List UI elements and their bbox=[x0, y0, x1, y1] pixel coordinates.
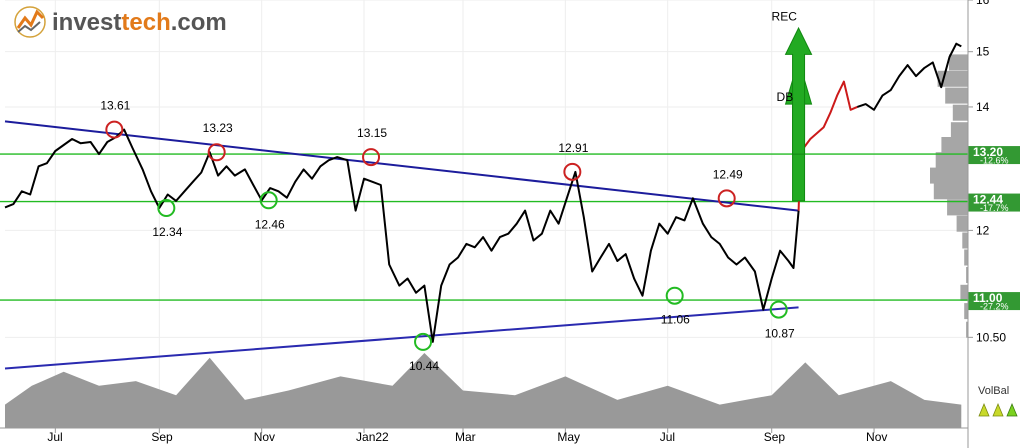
logo-text-suffix: .com bbox=[171, 9, 227, 36]
trough-label: 12.34 bbox=[152, 225, 182, 239]
peak-label: 13.61 bbox=[100, 99, 130, 113]
x-tick-label: Jul bbox=[47, 430, 62, 444]
y-tick-label: 10.50 bbox=[976, 330, 1006, 344]
level-box bbox=[968, 193, 1020, 212]
volume-profile-bar bbox=[966, 267, 968, 283]
peak-circle bbox=[362, 148, 381, 167]
x-tick-label: May bbox=[557, 430, 580, 444]
peak-label: 13.23 bbox=[203, 121, 233, 135]
level-value-label: 12.44 bbox=[973, 193, 1003, 207]
x-tick-label: Mar bbox=[455, 430, 476, 444]
peak-label: 13.15 bbox=[357, 126, 387, 140]
target-arrows: REC DB bbox=[772, 9, 813, 202]
volume-profile-bar bbox=[945, 87, 968, 104]
logo[interactable]: investtech.com bbox=[14, 6, 227, 38]
peak-circle bbox=[207, 143, 226, 162]
y-tick-label: 15 bbox=[976, 45, 990, 59]
x-tick-label: Jul bbox=[660, 430, 675, 444]
level-percent-label: -12.6% bbox=[980, 156, 1009, 166]
volume-profile-bar bbox=[933, 183, 968, 200]
logo-text-accent: tech bbox=[121, 9, 170, 36]
svg-text:investtech.com: investtech.com bbox=[52, 9, 227, 36]
peak-label: 12.49 bbox=[713, 167, 743, 181]
volume-label: VolBal bbox=[978, 385, 1009, 397]
trough-circle bbox=[157, 199, 176, 218]
volume-profile-bar bbox=[935, 152, 968, 169]
y-tick-label: 14 bbox=[976, 100, 990, 114]
x-tick-label: Sep bbox=[764, 430, 786, 444]
level-percent-label: -27.2% bbox=[980, 302, 1009, 312]
trough-label: 12.46 bbox=[255, 217, 285, 231]
peak-circle bbox=[563, 162, 582, 181]
trough-circle bbox=[259, 191, 278, 210]
price-series-3 bbox=[856, 42, 962, 111]
volume-profile-bar bbox=[964, 249, 968, 266]
volume-profile-bar bbox=[952, 104, 968, 121]
x-tick-label: Nov bbox=[254, 430, 275, 444]
trend-channel bbox=[4, 120, 799, 370]
trough-circle bbox=[665, 286, 684, 305]
trend-lower-line bbox=[4, 306, 799, 370]
trough-label: 11.06 bbox=[661, 313, 690, 327]
x-tick-label: Jan22 bbox=[356, 430, 389, 444]
volume-profile-bar bbox=[941, 137, 968, 153]
volume-profile-bar bbox=[930, 167, 968, 184]
volume-profile-bar bbox=[950, 122, 968, 139]
level-box bbox=[968, 292, 1020, 311]
trough-circle bbox=[769, 300, 788, 319]
y-tick-label: 12 bbox=[976, 223, 990, 237]
trough-label: 10.44 bbox=[409, 359, 439, 373]
volume-profile-bar bbox=[962, 232, 968, 249]
volume-area bbox=[5, 353, 962, 428]
price-series-1 bbox=[4, 128, 800, 343]
volume-area-fill bbox=[5, 353, 962, 428]
trough-circle bbox=[414, 332, 433, 351]
rec-target-arrow bbox=[784, 26, 813, 155]
support-resistance-lines: 13.20-12.6% 12.44-17.7% 11.00-27.2% bbox=[0, 145, 1020, 312]
price-line bbox=[4, 42, 962, 343]
level-value-label: 13.20 bbox=[973, 145, 1003, 159]
volume-profile-bar bbox=[949, 54, 968, 71]
peak-circle bbox=[105, 120, 124, 139]
volume-profile-bar bbox=[964, 303, 968, 320]
volume-profile bbox=[930, 54, 968, 338]
volume-profile-bar bbox=[960, 284, 968, 301]
peak-label: 12.91 bbox=[558, 141, 588, 155]
trend-upper-line bbox=[4, 120, 799, 212]
volume-balance-signal-icon bbox=[978, 402, 1018, 417]
peak-trough-markers: 13.61 13.23 13.15 12.91 12.49 12.34 12.46 10.44… bbox=[100, 99, 795, 373]
volume-profile-bar bbox=[956, 215, 968, 232]
level-box bbox=[968, 146, 1020, 165]
level-value-label: 11.00 bbox=[973, 291, 1003, 305]
grid bbox=[5, 0, 968, 428]
investtech-logo-icon bbox=[14, 6, 46, 38]
level-percent-label: -17.7% bbox=[980, 203, 1009, 213]
db-label: DB bbox=[777, 90, 794, 104]
volume-profile-bar bbox=[947, 199, 968, 216]
trough-label: 10.87 bbox=[765, 327, 795, 341]
y-tick-label: 16 bbox=[976, 0, 990, 7]
x-tick-label: Nov bbox=[866, 430, 887, 444]
logo-text-prefix: invest bbox=[52, 9, 121, 36]
volume-profile-bar bbox=[966, 321, 968, 338]
peak-circle bbox=[717, 189, 736, 208]
rec-label: REC bbox=[772, 9, 798, 23]
x-tick-label: Sep bbox=[151, 430, 173, 444]
